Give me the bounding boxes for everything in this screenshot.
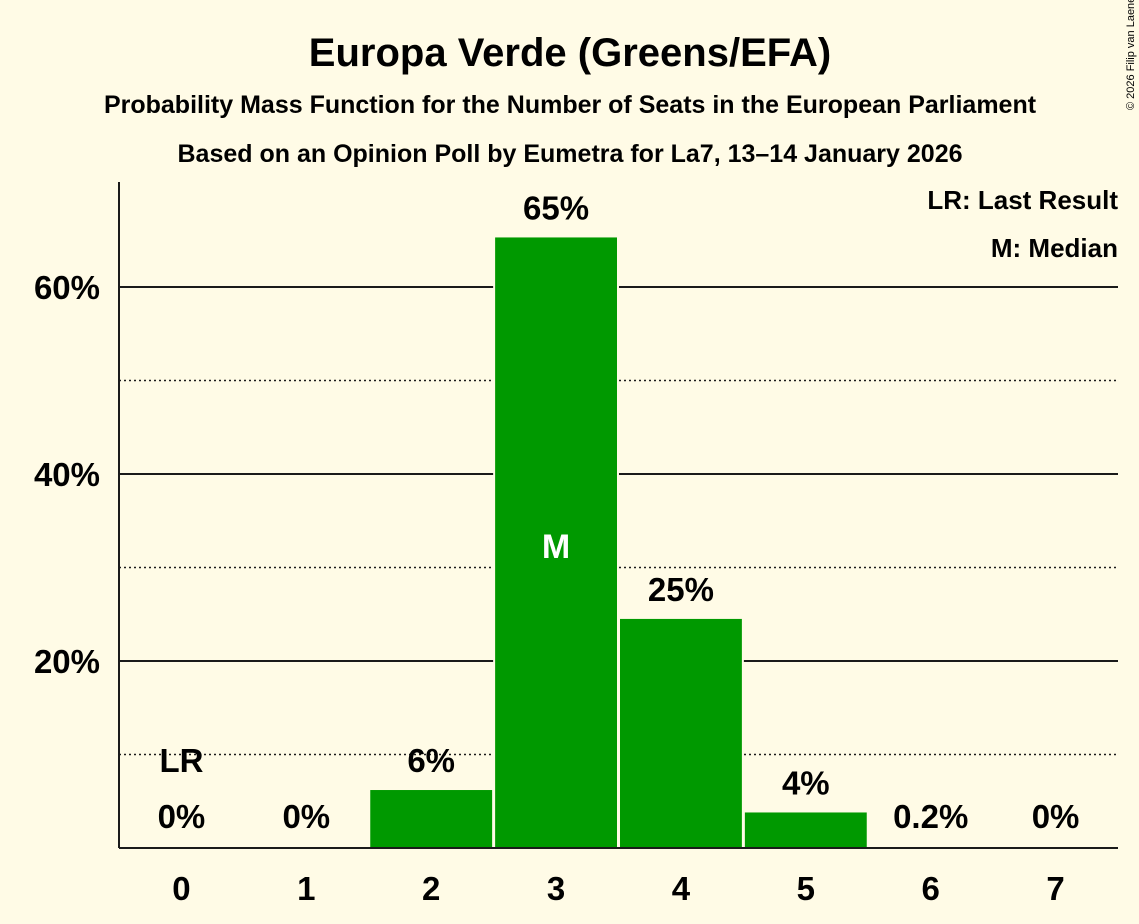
data-label: 0.2% [893, 798, 968, 835]
y-tick-label: 20% [34, 643, 100, 680]
data-label: 0% [158, 798, 206, 835]
data-label: 4% [782, 764, 830, 801]
bars [368, 235, 869, 848]
x-tick-label: 3 [547, 870, 565, 907]
x-tick-label: 4 [672, 870, 691, 907]
last-result-marker: LR [159, 742, 203, 779]
data-labels: 0% 0 LR 0% 1 6% 2 65% 3 M 25% 4 4% 5 0.2% 6 0% 7 [158, 189, 1080, 907]
chart-subtitle: Probability Mass Function for the Number… [104, 91, 1037, 119]
x-tick-label: 2 [422, 870, 440, 907]
chart-subtitle-poll: Based on an Opinion Poll by Eumetra for … [178, 140, 963, 168]
data-label: 65% [523, 189, 589, 226]
x-tick-label: 6 [922, 870, 940, 907]
x-tick-label: 1 [297, 870, 315, 907]
y-tick-label: 60% [34, 269, 100, 306]
bar-seat-3 [495, 237, 617, 848]
legend-median: M: Median [991, 233, 1118, 263]
copyright-notice: © 2026 Filip van Laenen [1125, 0, 1137, 110]
bar-seat-5 [744, 812, 867, 848]
data-label: 0% [1032, 798, 1080, 835]
data-label: 6% [407, 742, 455, 779]
x-tick-label: 0 [172, 870, 190, 907]
data-label: 25% [648, 571, 714, 608]
data-label: 0% [282, 798, 330, 835]
bar-seat-4 [620, 618, 742, 848]
x-tick-label: 5 [797, 870, 815, 907]
chart-title: Europa Verde (Greens/EFA) [309, 31, 831, 75]
bar-seat-2 [370, 790, 493, 848]
legend-last-result: LR: Last Result [927, 185, 1118, 215]
y-tick-label: 40% [34, 456, 100, 493]
median-marker: M [542, 528, 570, 566]
x-tick-label: 7 [1046, 870, 1064, 907]
axes [118, 182, 1118, 849]
